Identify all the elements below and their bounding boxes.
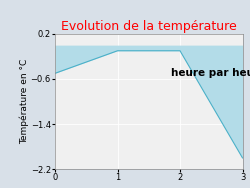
Title: Evolution de la température: Evolution de la température [61, 20, 236, 33]
Text: heure par heure: heure par heure [170, 68, 250, 78]
Y-axis label: Température en °C: Température en °C [20, 59, 29, 144]
